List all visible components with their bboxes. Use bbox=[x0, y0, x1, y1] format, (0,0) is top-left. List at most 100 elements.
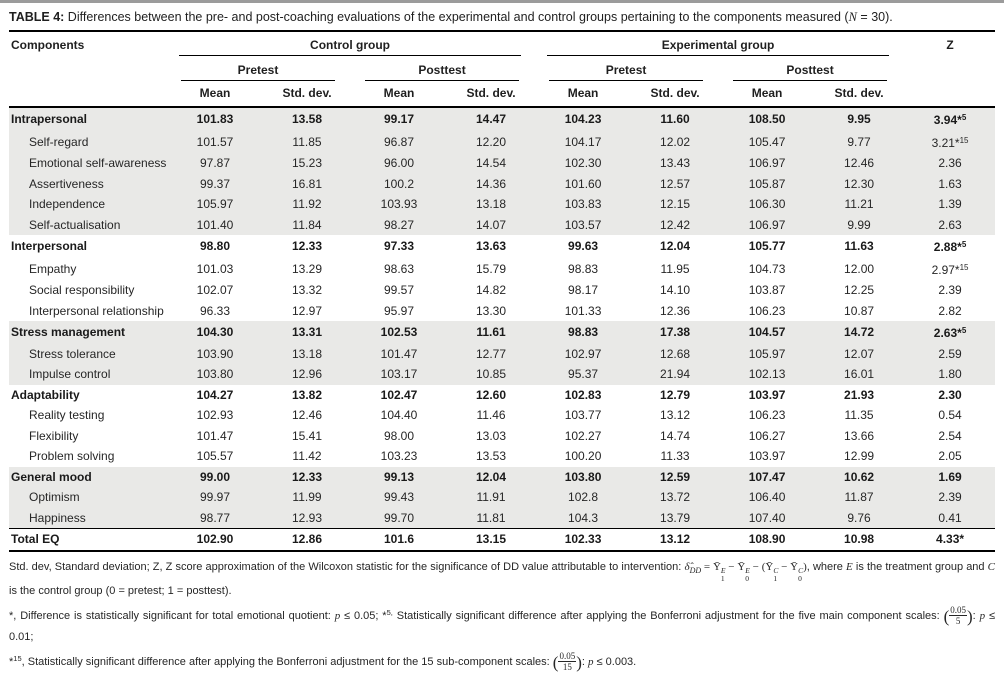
value-cell: 106.97 bbox=[748, 156, 786, 171]
row-label: Impulse control bbox=[29, 367, 111, 382]
value-cell: 12.42 bbox=[660, 217, 691, 232]
value-cell: 12.36 bbox=[660, 303, 691, 318]
row-label: Social responsibility bbox=[29, 283, 135, 298]
value-cell: 100.2 bbox=[383, 176, 415, 191]
value-cell: 103.57 bbox=[564, 217, 602, 232]
value-cell: 103.87 bbox=[748, 283, 786, 298]
value-cell: 101.40 bbox=[196, 217, 234, 232]
value-cell: 11.33 bbox=[660, 449, 690, 464]
value-cell: 101.6 bbox=[353, 528, 445, 552]
value-cell: 13.30 bbox=[476, 303, 507, 318]
value-cell: 101.83 bbox=[196, 112, 234, 127]
row-label: Interpersonal relationship bbox=[29, 303, 164, 318]
value-cell: 99.57 bbox=[383, 283, 415, 298]
value-cell: 10.87 bbox=[844, 303, 875, 318]
value-cell: 12.57 bbox=[660, 176, 691, 191]
value-cell: 98.63 bbox=[383, 261, 415, 276]
value-cell: 101.03 bbox=[196, 261, 234, 276]
value-cell: 103.80 bbox=[564, 469, 602, 484]
value-cell: 96.33 bbox=[199, 303, 231, 318]
z-cell: 1.63 bbox=[938, 176, 962, 191]
row-label: Emotional self-awareness bbox=[29, 156, 167, 171]
z-cell: 1.69 bbox=[938, 469, 962, 484]
value-cell: 12.79 bbox=[660, 387, 691, 402]
z-cell: 2.82 bbox=[938, 303, 962, 318]
value-cell: 13.43 bbox=[660, 156, 691, 171]
value-cell: 12.04 bbox=[476, 469, 507, 484]
value-cell: 12.20 bbox=[476, 134, 507, 149]
value-cell: 104.57 bbox=[748, 325, 786, 340]
value-cell: 11.35 bbox=[844, 408, 874, 423]
value-cell: 100.20 bbox=[564, 449, 602, 464]
table-row: Optimism 99.97 11.99 99.43 11.91 102.8 13.72 10… bbox=[9, 487, 996, 508]
z-cell: 1.39 bbox=[938, 197, 962, 212]
z-cell: 2.63 bbox=[938, 217, 962, 232]
table-row: Problem solving 105.57 11.42 103.23 13.53 100… bbox=[9, 446, 995, 467]
value-cell: 12.00 bbox=[844, 261, 875, 276]
value-cell: 98.27 bbox=[383, 217, 415, 232]
value-cell: 102.07 bbox=[196, 283, 234, 298]
value-cell: 12.15 bbox=[660, 197, 691, 212]
results-table: Components Control group Experimental gr… bbox=[9, 34, 996, 552]
value-cell: 21.93 bbox=[844, 387, 875, 402]
value-cell: 12.93 bbox=[291, 510, 323, 525]
value-cell: 17.38 bbox=[660, 325, 691, 340]
z-cell: 2.54 bbox=[938, 428, 962, 443]
value-cell: 104.73 bbox=[748, 261, 786, 276]
value-cell: 99.43 bbox=[383, 490, 415, 505]
row-label: General mood bbox=[11, 469, 92, 484]
value-cell: 102.13 bbox=[748, 367, 786, 382]
row-label: Stress management bbox=[11, 325, 126, 340]
value-cell: 103.97 bbox=[748, 387, 786, 402]
value-cell: 98.83 bbox=[568, 261, 599, 276]
z-cell: 0.54 bbox=[938, 408, 962, 423]
value-cell: 104.27 bbox=[196, 387, 234, 402]
row-label: Happiness bbox=[29, 510, 86, 525]
value-cell: 13.29 bbox=[291, 261, 323, 276]
value-cell: 103.77 bbox=[564, 408, 602, 423]
value-cell: 101.57 bbox=[196, 134, 234, 149]
table-header: Components Control group Experimental gr… bbox=[9, 34, 996, 109]
value-cell: 9.95 bbox=[847, 112, 871, 127]
value-cell: 10.62 bbox=[844, 469, 875, 484]
row-label: Assertiveness bbox=[29, 176, 104, 191]
value-cell: 102.8 bbox=[568, 490, 599, 505]
value-cell: 105.47 bbox=[748, 134, 786, 149]
row-label: Independence bbox=[29, 197, 106, 212]
value-cell: 105.57 bbox=[196, 449, 234, 464]
value-cell: 98.80 bbox=[199, 239, 231, 254]
value-cell: 11.91 bbox=[476, 490, 506, 505]
row-label: Total EQ bbox=[9, 528, 169, 552]
value-cell: 104.3 bbox=[568, 510, 599, 525]
value-cell: 12.60 bbox=[476, 387, 507, 402]
value-cell: 13.03 bbox=[476, 428, 507, 443]
value-cell: 12.02 bbox=[660, 134, 691, 149]
header-control-posttest: Posttest bbox=[353, 56, 537, 82]
value-cell: 99.63 bbox=[568, 239, 599, 254]
value-cell: 9.77 bbox=[847, 134, 871, 149]
value-cell: 13.18 bbox=[476, 197, 507, 212]
value-cell: 16.01 bbox=[844, 367, 875, 382]
z-cell: 2.39 bbox=[938, 490, 962, 505]
table-row: Adaptability 104.27 13.82 102.47 12.60 102.83… bbox=[9, 385, 995, 406]
value-cell: 15.41 bbox=[291, 428, 323, 443]
table-row: Impulse control 103.80 12.96 103.17 10.85 95.… bbox=[9, 364, 996, 385]
value-cell: 14.82 bbox=[476, 283, 507, 298]
value-cell: 99.97 bbox=[199, 490, 231, 505]
value-cell: 12.46 bbox=[844, 156, 875, 171]
row-label: Adaptability bbox=[11, 387, 80, 402]
value-cell: 12.68 bbox=[660, 346, 691, 361]
value-cell: 10.98 bbox=[813, 528, 906, 552]
table-row: Emotional self-awareness 97.87 15.23 96.00 1… bbox=[9, 153, 996, 174]
value-cell: 104.30 bbox=[196, 325, 234, 340]
value-cell: 98.17 bbox=[568, 283, 599, 298]
value-cell: 11.61 bbox=[476, 325, 506, 340]
value-cell: 14.74 bbox=[660, 428, 691, 443]
value-cell: 96.87 bbox=[383, 134, 415, 149]
footnote-significance-sub-scales: *15, Statistically significant differenc… bbox=[9, 650, 637, 673]
value-cell: 95.97 bbox=[383, 303, 415, 318]
value-cell: 103.23 bbox=[380, 449, 418, 464]
value-cell: 11.63 bbox=[844, 239, 874, 254]
row-label: Reality testing bbox=[29, 408, 105, 423]
header-experimental-group: Experimental group bbox=[537, 34, 905, 57]
